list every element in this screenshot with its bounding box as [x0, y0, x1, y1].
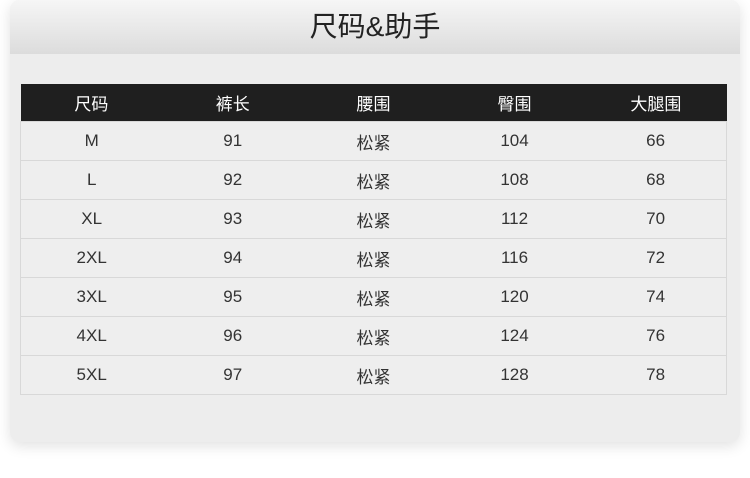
table-cell: 124	[443, 316, 586, 356]
table-cell: 松紧	[303, 121, 444, 161]
table-cell: 松紧	[303, 199, 444, 239]
table-cell: 108	[443, 160, 586, 200]
table-row: 4XL 96 松紧 124 76	[20, 316, 728, 356]
table-cell: 94	[162, 238, 304, 278]
page-title: 尺码&助手	[10, 0, 740, 54]
table-cell: 72	[585, 238, 728, 278]
table-cell: 5XL	[20, 355, 163, 395]
table-row: XL 93 松紧 112 70	[20, 199, 728, 239]
table-cell: 116	[443, 238, 586, 278]
table-row: 5XL 97 松紧 128 78	[20, 355, 728, 395]
table-cell: 97	[162, 355, 304, 395]
table-cell: 2XL	[20, 238, 163, 278]
table-row: L 92 松紧 108 68	[20, 160, 728, 200]
table-cell: 松紧	[303, 160, 444, 200]
table-cell: 66	[585, 121, 728, 161]
table-cell: 92	[162, 160, 304, 200]
table-row: M 91 松紧 104 66	[20, 121, 728, 161]
table-cell: 3XL	[20, 277, 163, 317]
table-cell: XL	[20, 199, 163, 239]
table-cell: 松紧	[303, 355, 444, 395]
table-cell: 76	[585, 316, 728, 356]
table-cell: 4XL	[20, 316, 163, 356]
table-cell: 120	[443, 277, 586, 317]
size-table: 尺码 裤长 腰围 臀围 大腿围 M 91 松紧 104 66 L 92 松紧 108 68 XL 93 松紧 11…	[20, 84, 728, 395]
table-cell: 74	[585, 277, 728, 317]
table-row: 2XL 94 松紧 116 72	[20, 238, 728, 278]
table-cell: 68	[585, 160, 728, 200]
table-cell: 93	[162, 199, 304, 239]
table-cell: 松紧	[303, 238, 444, 278]
table-cell: 96	[162, 316, 304, 356]
table-cell: 91	[162, 121, 304, 161]
table-cell: 112	[443, 199, 586, 239]
table-cell: 松紧	[303, 316, 444, 356]
table-row: 3XL 95 松紧 120 74	[20, 277, 728, 317]
table-cell: M	[20, 121, 163, 161]
table-cell: 104	[443, 121, 586, 161]
column-header: 臀围	[443, 84, 586, 122]
column-header: 尺码	[20, 84, 163, 122]
table-cell: 松紧	[303, 277, 444, 317]
column-header: 大腿围	[585, 84, 727, 122]
size-chart-card: 尺码&助手 尺码 裤长 腰围 臀围 大腿围 M 91 松紧 104 66 L 92 松紧 108 68 XL…	[10, 0, 740, 442]
column-header: 裤长	[162, 84, 304, 122]
table-header: 尺码 裤长 腰围 臀围 大腿围	[20, 84, 727, 122]
table-cell: 128	[443, 355, 586, 395]
table-cell: 70	[585, 199, 728, 239]
table-cell: 78	[585, 355, 728, 395]
table-cell: L	[20, 160, 163, 200]
table-cell: 95	[162, 277, 304, 317]
column-header: 腰围	[303, 84, 444, 122]
